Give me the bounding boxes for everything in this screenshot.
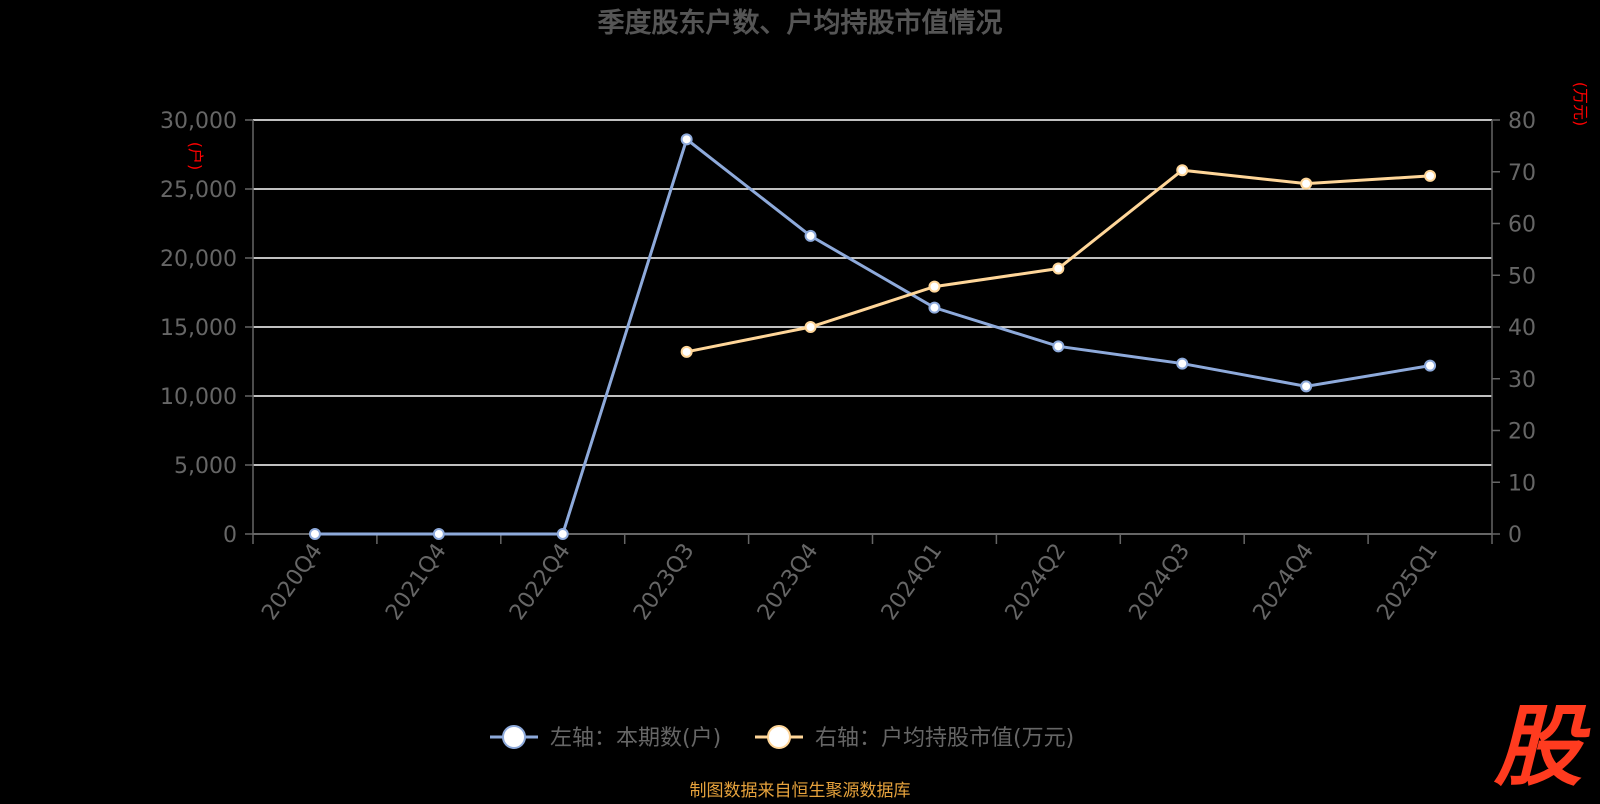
right-axis-tick-label: 60 bbox=[1508, 213, 1536, 238]
left-axis-tick-label: 0 bbox=[223, 523, 237, 548]
data-point-households[interactable] bbox=[432, 527, 445, 540]
x-axis-tick-label: 2023Q4 bbox=[753, 539, 824, 625]
data-point-households[interactable] bbox=[308, 527, 321, 540]
legend-item-avg-value[interactable]: 右轴：户均持股市值(万元) bbox=[755, 725, 1074, 751]
right-axis-unit-label: (万元) bbox=[1571, 82, 1590, 127]
data-point-households[interactable] bbox=[804, 229, 817, 242]
x-axis-tick-label: 2024Q1 bbox=[877, 539, 948, 625]
data-point-households[interactable] bbox=[1424, 359, 1437, 372]
brand-logo: 股 bbox=[1493, 695, 1591, 798]
x-axis-tick-label: 2021Q4 bbox=[381, 539, 452, 625]
x-axis-tick-label: 2025Q1 bbox=[1372, 539, 1443, 625]
left-axis-tick-label: 20,000 bbox=[160, 247, 237, 272]
data-point-avg-value[interactable] bbox=[1052, 262, 1065, 275]
grid-lines bbox=[253, 119, 1492, 466]
right-axis-tick-label: 30 bbox=[1508, 368, 1536, 393]
legend-marker-households bbox=[502, 725, 526, 749]
legend-marker-avg-value bbox=[767, 725, 791, 749]
x-axis-tick-label: 2023Q3 bbox=[629, 539, 700, 625]
data-point-households[interactable] bbox=[1176, 357, 1189, 370]
right-axis-tick-label: 80 bbox=[1508, 109, 1536, 134]
left-axis-tick-label: 15,000 bbox=[160, 316, 237, 341]
legend[interactable]: 左轴：本期数(户) 右轴：户均持股市值(万元) bbox=[490, 725, 1074, 751]
data-point-avg-value[interactable] bbox=[1300, 177, 1313, 190]
data-point-avg-value[interactable] bbox=[928, 280, 941, 293]
chart-title: 季度股东户数、户均持股市值情况 bbox=[598, 7, 1003, 39]
left-axis-tick-label: 5,000 bbox=[174, 454, 237, 479]
x-axis-tick-label: 2024Q4 bbox=[1249, 539, 1320, 625]
data-point-households[interactable] bbox=[928, 301, 941, 314]
legend-label-households: 左轴：本期数(户) bbox=[550, 726, 721, 751]
legend-item-households[interactable]: 左轴：本期数(户) bbox=[490, 725, 721, 751]
data-source-text: 制图数据来自恒生聚源数据库 bbox=[690, 781, 911, 800]
data-point-households[interactable] bbox=[680, 133, 693, 146]
right-axis-tick-label: 20 bbox=[1508, 420, 1536, 445]
axes: 0 5,000 10,000 15,000 20,000 25,000 30,000 0 10 2… bbox=[160, 109, 1536, 625]
x-axis-tick-label: 2024Q2 bbox=[1001, 539, 1072, 625]
x-axis-tick-label: 2024Q3 bbox=[1125, 539, 1196, 625]
right-axis-tick-label: 70 bbox=[1508, 161, 1536, 186]
data-point-households[interactable] bbox=[1300, 380, 1313, 393]
data-point-avg-value[interactable] bbox=[1176, 164, 1189, 177]
data-point-households[interactable] bbox=[556, 527, 569, 540]
right-axis-tick-label: 40 bbox=[1508, 316, 1536, 341]
right-axis-tick-label: 50 bbox=[1508, 264, 1536, 289]
left-axis-tick-label: 25,000 bbox=[160, 178, 237, 203]
series-layer bbox=[308, 133, 1437, 540]
right-axis-tick-label: 10 bbox=[1508, 471, 1536, 496]
data-point-avg-value[interactable] bbox=[1424, 169, 1437, 182]
left-axis-unit-label: (户) bbox=[186, 142, 205, 171]
series-line-avg-value bbox=[686, 168, 1431, 354]
data-point-avg-value[interactable] bbox=[680, 345, 693, 358]
data-point-households[interactable] bbox=[1052, 340, 1065, 353]
left-axis-tick-label: 30,000 bbox=[160, 109, 237, 134]
x-axis-tick-label: 2020Q4 bbox=[257, 539, 328, 625]
left-axis-tick-label: 10,000 bbox=[160, 385, 237, 410]
x-axis-tick-label: 2022Q4 bbox=[505, 539, 576, 625]
series-line-households bbox=[314, 136, 1431, 536]
right-axis-tick-label: 0 bbox=[1508, 523, 1522, 548]
legend-label-avg-value: 右轴：户均持股市值(万元) bbox=[815, 726, 1074, 751]
data-point-avg-value[interactable] bbox=[804, 321, 817, 333]
